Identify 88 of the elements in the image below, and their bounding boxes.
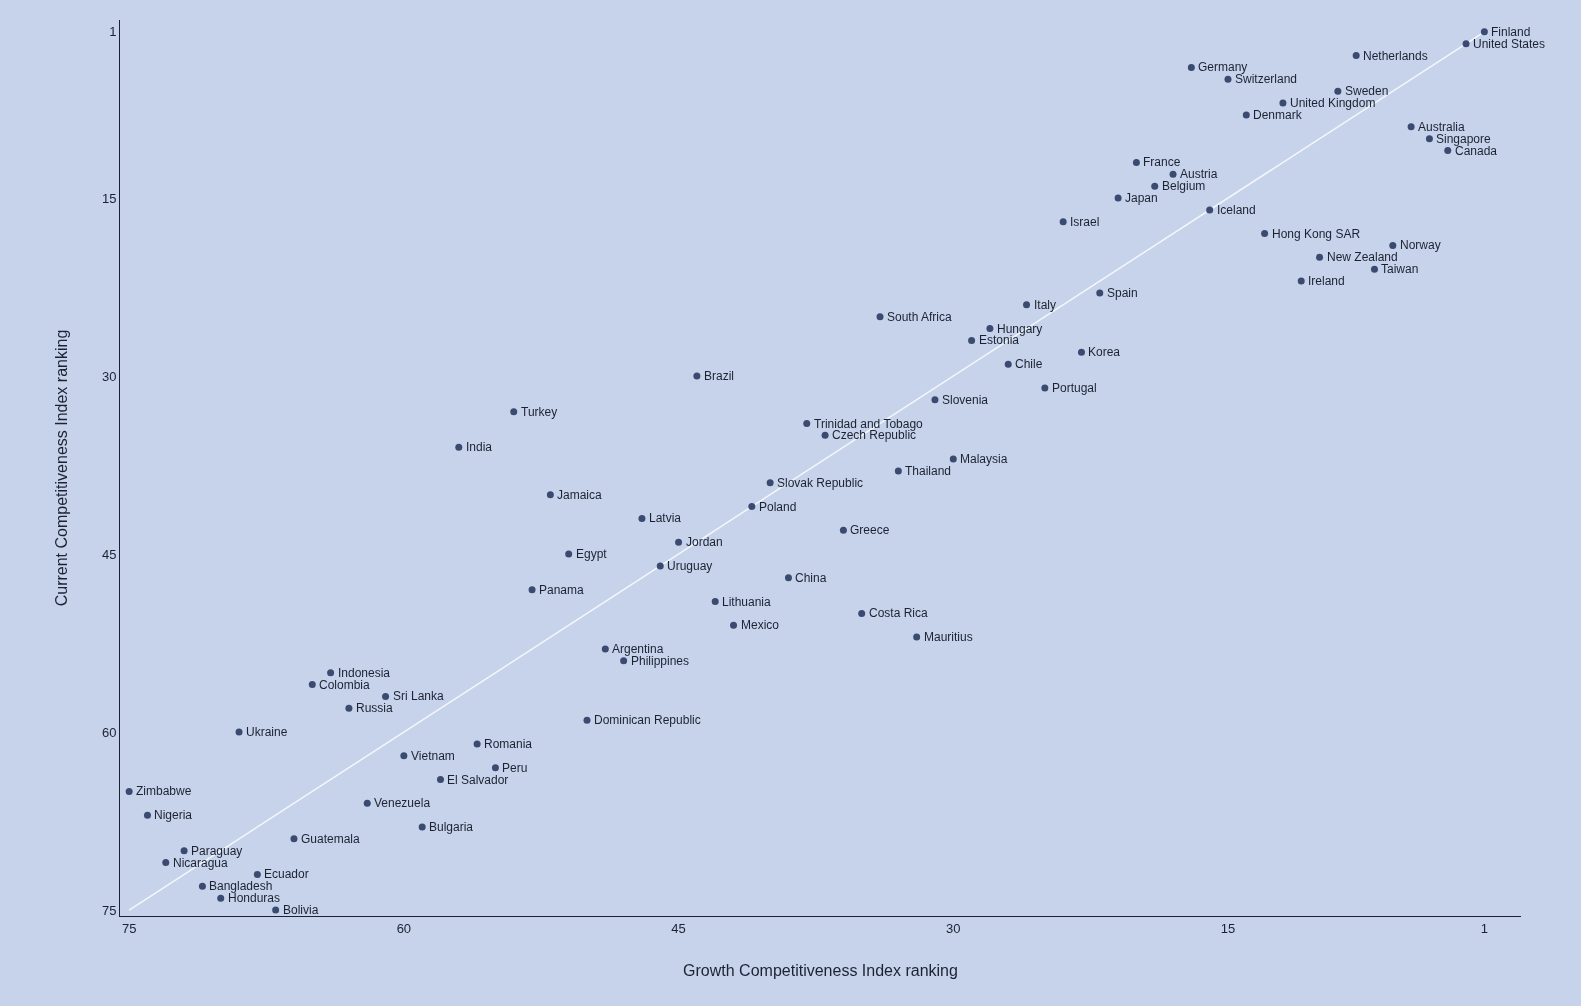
annotation: Colombia [319, 678, 371, 692]
x-tick-label: 60 [396, 920, 412, 936]
annotation: Romania [484, 737, 533, 751]
annotation: Hong Kong SAR [1272, 227, 1361, 241]
annotation: Argentina [612, 642, 664, 656]
annotation: Latvia [649, 511, 682, 525]
annotation: Greece [850, 523, 890, 537]
annotation: Australia [1418, 120, 1466, 134]
annotation: Italy [1034, 298, 1057, 312]
annotation: Ukraine [246, 725, 288, 739]
annotation: Chile [1015, 357, 1043, 371]
annotation: Guatemala [301, 832, 361, 846]
annotation: Austria [1180, 167, 1218, 181]
annotation: Turkey [521, 405, 558, 419]
annotation: Brazil [704, 369, 735, 383]
x-tick-label: 1 [1480, 920, 1488, 936]
annotation: Bulgaria [429, 820, 474, 834]
y-axis-title: Current Competitiveness Index ranking [52, 329, 70, 607]
annotation: Japan [1125, 191, 1158, 205]
annotation: New Zealand [1327, 250, 1398, 264]
annotation: Belgium [1162, 179, 1206, 193]
annotation: Honduras [228, 891, 281, 905]
annotation: Singapore [1436, 132, 1492, 146]
annotation: Hungary [997, 322, 1043, 336]
x-tick-label: 15 [1220, 920, 1236, 936]
annotation: Russia [356, 701, 394, 715]
annotation: Costa Rica [869, 606, 929, 620]
annotation: United Kingdom [1290, 96, 1376, 110]
annotation: Poland [759, 500, 797, 514]
annotation: Finland [1491, 25, 1531, 39]
x-tick-label: 75 [121, 920, 137, 936]
annotation: Dominican Republic [594, 713, 701, 727]
annotation: Philippines [631, 654, 690, 668]
y-tick-label: 30 [101, 368, 117, 384]
annotation: Venezuela [374, 796, 431, 810]
annotation: Iceland [1217, 203, 1256, 217]
annotation: Paraguay [191, 844, 243, 858]
annotation: Indonesia [338, 666, 391, 680]
annotation: Egypt [576, 547, 608, 561]
annotation: Ecuador [264, 867, 309, 881]
annotation: Trinidad and Tobago [814, 417, 924, 431]
annotation: El Salvador [447, 773, 509, 787]
annotation: Panama [539, 583, 585, 597]
annotation: Mexico [741, 618, 780, 632]
x-tick-label: 30 [946, 920, 961, 936]
annotation: Lithuania [722, 595, 772, 609]
annotation: Nigeria [154, 808, 193, 822]
annotation: Bangladesh [209, 879, 273, 893]
annotation: Slovenia [942, 393, 989, 407]
y-tick-label: 1 [109, 24, 117, 40]
x-tick-label: 45 [671, 920, 686, 936]
annotation: Slovak Republic [777, 476, 864, 490]
annotation: Germany [1198, 60, 1248, 74]
annotation: Switzerland [1235, 72, 1298, 86]
y-tick-label: 15 [101, 190, 117, 206]
annotation: Bolivia [283, 903, 319, 917]
annotation: Jamaica [557, 488, 603, 502]
annotation: Peru [502, 761, 528, 775]
annotation: Vietnam [411, 749, 455, 763]
annotation: Korea [1088, 345, 1121, 359]
annotation: United States [1473, 37, 1546, 51]
annotation: India [466, 440, 493, 454]
annotation: Canada [1455, 144, 1498, 158]
x-axis-title: Growth Competitiveness Index ranking [683, 962, 958, 980]
annotation: Uruguay [667, 559, 713, 573]
annotation: Malaysia [960, 452, 1008, 466]
y-tick-label: 45 [101, 546, 117, 562]
annotation: France [1143, 155, 1181, 169]
annotation: Jordan [686, 535, 723, 549]
annotation: Mauritius [924, 630, 973, 644]
annotation: Sweden [1345, 84, 1389, 98]
annotation: Estonia [979, 333, 1020, 347]
y-tick-label: 75 [101, 902, 117, 918]
annotation: Nicaragua [173, 856, 229, 870]
annotation: Denmark [1253, 108, 1303, 122]
annotation: Zimbabwe [136, 784, 192, 798]
annotation: South Africa [887, 310, 953, 324]
annotation: Sri Lanka [393, 689, 445, 703]
annotation: Israel [1070, 215, 1100, 229]
annotation: Spain [1107, 286, 1138, 300]
y-tick-label: 60 [101, 724, 117, 740]
annotation: Portugal [1052, 381, 1097, 395]
annotation: Netherlands [1363, 49, 1428, 63]
annotation: Ireland [1308, 274, 1345, 288]
annotation: China [795, 571, 827, 585]
annotation: Thailand [905, 464, 952, 478]
annotation: Norway [1400, 238, 1441, 252]
annotation: Taiwan [1381, 262, 1419, 276]
